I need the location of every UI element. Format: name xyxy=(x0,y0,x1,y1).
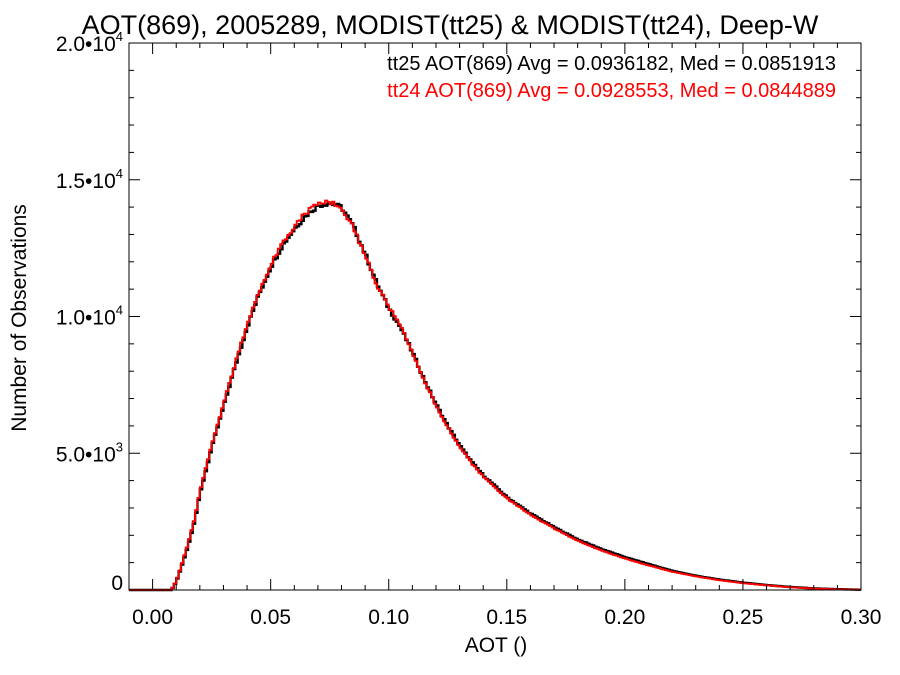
y-tick-label: 5.0•103 xyxy=(56,439,123,466)
x-tick-label: 0.30 xyxy=(841,606,882,629)
x-tick-label: 0.00 xyxy=(132,606,173,629)
x-tick-label: 0.20 xyxy=(604,606,645,629)
x-tick-label: 0.15 xyxy=(486,606,527,629)
x-tick-label: 0.05 xyxy=(250,606,291,629)
x-tick-label: 0.10 xyxy=(368,606,409,629)
x-axis-ticks: 0.00 0.05 0.10 0.15 0.20 0.25 0.30 xyxy=(132,43,881,629)
annotation-tt25-stats: tt25 AOT(869) Avg = 0.0936182, Med = 0.0… xyxy=(387,53,836,75)
y-axis-label: Number of Observations xyxy=(8,204,31,432)
x-axis-label: AOT () xyxy=(465,634,528,657)
y-tick-label: 1.0•104 xyxy=(56,303,123,330)
y-tick-label: 0 xyxy=(111,572,123,595)
series-layer xyxy=(129,199,861,592)
y-tick-label: 1.5•104 xyxy=(56,166,123,193)
series-0-step-line xyxy=(129,202,861,592)
y-tick-label: 2.0•104 xyxy=(56,29,123,56)
y-axis-ticks: 0 5.0•103 1.0•104 1.5•104 2.0•104 xyxy=(56,29,861,595)
x-tick-label: 0.25 xyxy=(722,606,763,629)
chart-title: AOT(869), 2005289, MODIST(tt25) & MODIST… xyxy=(82,10,819,40)
series-1-step-line xyxy=(129,199,861,591)
plot-frame xyxy=(128,42,862,591)
annotation-tt24-stats: tt24 AOT(869) Avg = 0.0928553, Med = 0.0… xyxy=(387,80,836,102)
